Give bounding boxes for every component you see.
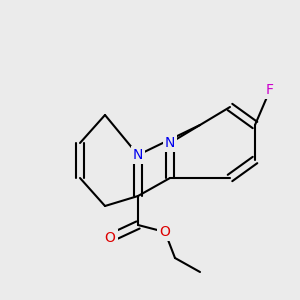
Text: N: N	[133, 148, 143, 162]
Text: N: N	[165, 136, 175, 150]
Text: F: F	[266, 83, 274, 97]
Text: O: O	[105, 231, 116, 245]
Text: O: O	[160, 225, 170, 239]
